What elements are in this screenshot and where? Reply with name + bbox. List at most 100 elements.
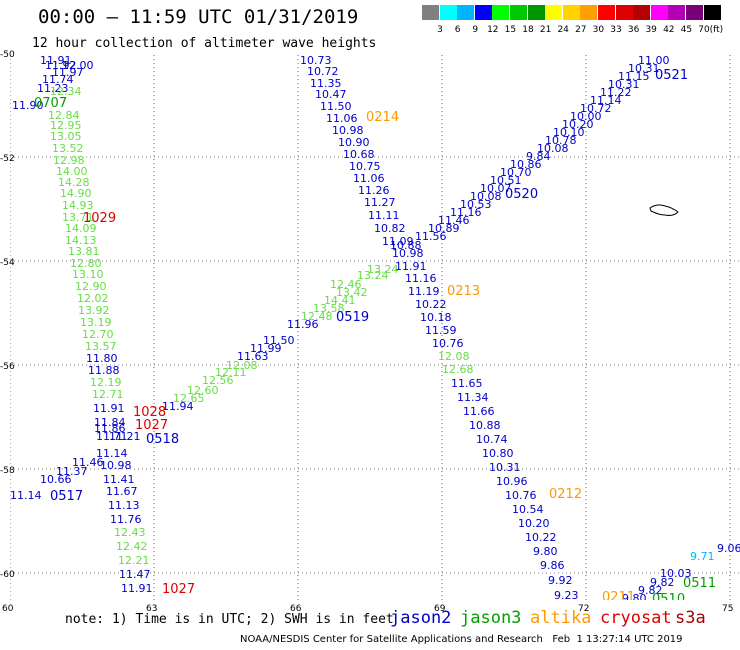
latitude-tick-label: -52 (0, 154, 15, 164)
wave-height-reading: 11.92 (45, 59, 77, 72)
wave-height-reading: 10.74 (476, 433, 508, 446)
satellite-legend-item: jason2 (390, 608, 452, 628)
color-bin-label: 21 (539, 25, 552, 35)
wave-height-reading: 12.80 (70, 257, 102, 270)
wave-height-reading: 11.91 (395, 260, 427, 273)
wave-height-reading: 12.00 (62, 59, 94, 72)
wave-height-reading: 10.22 (525, 531, 557, 544)
pass-time-label: 0211 (602, 590, 636, 600)
wave-height-reading: 10.75 (349, 160, 381, 173)
latitude-tick-label: -56 (0, 362, 15, 372)
wave-height-reading: 12.71 (92, 388, 124, 401)
wave-height-reading: 10.88 (469, 419, 501, 432)
pass-time-label: 0213 (447, 284, 481, 299)
wave-height-reading: 10.51 (490, 174, 522, 187)
wave-height-reading: 11.06 (326, 112, 358, 125)
color-bin (457, 5, 475, 20)
color-bin-label: 3 (437, 25, 443, 35)
wave-height-reading: 11.67 (106, 485, 138, 498)
color-bin (668, 5, 686, 20)
color-bin-label: 24 (557, 25, 569, 35)
wave-height-reading: 10.86 (510, 158, 542, 171)
wave-height-reading: 10.82 (374, 222, 406, 235)
credit-line: NOAA/NESDIS Center for Satellite Applica… (240, 634, 683, 645)
pass-time-label: 1027 (162, 582, 196, 597)
color-bin (439, 5, 457, 20)
color-bin-label: 9 (472, 25, 479, 35)
footnote: note: 1) Time is in UTC; 2) SWH is in fe… (65, 612, 394, 627)
map-grid (10, 55, 740, 600)
latitude-tick-label: -50 (0, 50, 15, 60)
wave-height-reading: 11.06 (353, 172, 385, 185)
wave-height-reading: 11.00 (638, 55, 670, 67)
color-bin-label: 12 (487, 25, 499, 35)
wave-height-reading: 12.11 (215, 366, 247, 379)
wave-height-reading: 9.82 (650, 576, 675, 589)
wave-height-reading: 13.19 (80, 316, 112, 329)
wave-height-reading: 12.70 (82, 328, 114, 341)
wave-height-reading: 10.18 (420, 311, 452, 324)
pass-time-label: 0521 (655, 68, 689, 83)
color-bin-label: 18 (522, 25, 534, 35)
color-unit-label: (ft) (709, 25, 724, 35)
wave-height-reading: 11.21 (109, 430, 141, 443)
color-bin (615, 5, 633, 20)
wave-height-reading: 12.46 (330, 278, 362, 291)
wave-height-reading: 12.56 (202, 374, 234, 387)
wave-height-reading: 11.71 (96, 430, 128, 443)
wave-height-reading: 11.50 (263, 334, 295, 347)
wave-height-reading: 11.88 (88, 364, 120, 377)
wave-height-reading: 13.52 (52, 142, 84, 155)
wave-height-reading: 10.22 (415, 298, 447, 311)
wave-height-reading: 13.24 (367, 263, 399, 276)
wave-height-reading: 11.46 (438, 214, 470, 227)
wave-height-reading: 11.66 (463, 405, 495, 418)
wave-height-reading: 11.41 (103, 473, 135, 486)
wave-height-reading: 10.98 (100, 459, 132, 472)
wave-height-reading: 13.42 (336, 286, 368, 299)
satellite-legend-item: cryosat (600, 608, 672, 628)
wave-height-reading: 9.71 (690, 550, 715, 563)
wave-height-reading: 12.08 (226, 359, 258, 372)
wave-height-reading: 10.76 (432, 337, 464, 350)
wave-height-reading: 12.19 (90, 376, 122, 389)
wave-height-reading: 13.58 (313, 302, 345, 315)
wave-height-reading: 11.16 (405, 272, 437, 285)
wave-height-reading: 9.92 (548, 574, 573, 587)
wave-height-reading: 11.99 (250, 342, 282, 355)
wave-height-reading: 10.73 (300, 55, 332, 67)
wave-height-reading: 11.16 (450, 206, 482, 219)
wave-height-reading: 11.56 (415, 230, 447, 243)
wave-height-reading: 11.91 (121, 582, 153, 595)
wave-height-reading: 14.09 (65, 222, 97, 235)
wave-height-reading: 12.90 (75, 280, 107, 293)
wave-height-reading: 10.72 (307, 65, 339, 78)
wave-height-reading: 12.21 (118, 554, 150, 567)
wave-height-reading: 11.11 (368, 209, 400, 222)
wave-height-reading: 14.93 (62, 199, 94, 212)
wave-height-reading: 10.08 (470, 190, 502, 203)
pass-time-label: 0518 (146, 432, 180, 447)
wave-height-reading: 11.19 (408, 285, 440, 298)
longitude-tick-label: 69 (434, 604, 446, 614)
color-bin (703, 5, 721, 20)
wave-height-reading: 9.82 (638, 584, 663, 597)
wave-height-reading: 13.57 (85, 340, 117, 353)
wave-height-reading: 10.47 (315, 88, 347, 101)
pass-time-label: 0520 (505, 187, 539, 202)
color-bin-label: 15 (504, 25, 517, 35)
wave-height-reading: 12.42 (116, 540, 148, 553)
wave-height-reading: 10.72 (580, 102, 612, 115)
wave-height-reading: 11.50 (320, 100, 352, 113)
wave-height-reading: 11.74 (42, 73, 74, 86)
latitude-tick-label: -60 (0, 570, 15, 580)
color-bin (545, 5, 563, 20)
color-bin (527, 5, 545, 20)
wave-height-reading: 11.23 (37, 82, 69, 95)
wave-height-reading: 10.20 (562, 118, 594, 131)
wave-height-reading: 12.60 (187, 384, 219, 397)
satellite-legend-item: jason3 (460, 608, 522, 628)
wave-height-reading: 11.91 (93, 402, 125, 415)
wave-height-reading: 10.08 (537, 142, 569, 155)
wave-height-reading: 13.81 (68, 245, 100, 258)
